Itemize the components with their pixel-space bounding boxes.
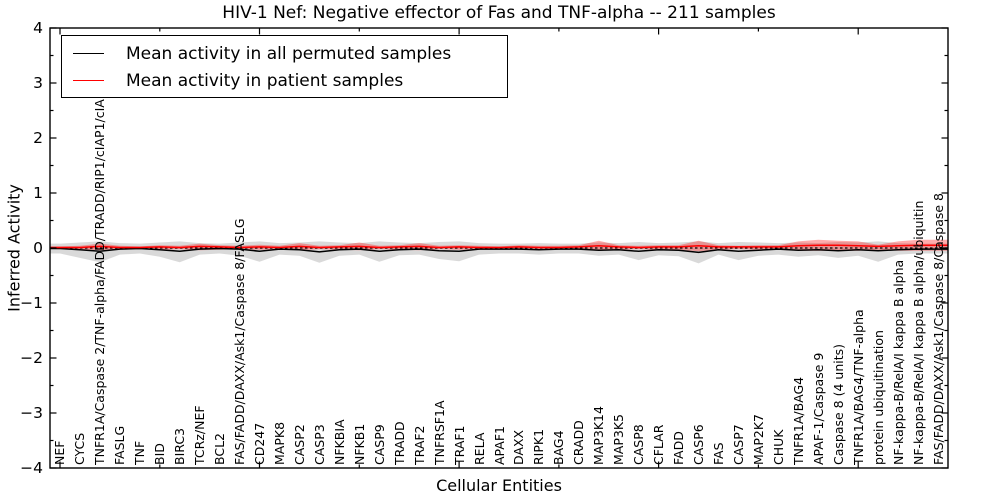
black-line-swatch-icon [73, 53, 104, 54]
x-tick-label: NFKBIA [331, 419, 347, 465]
x-tick-label: Caspase 8 (4 units) [830, 343, 846, 465]
x-tick-label: CASP7 [730, 424, 746, 465]
x-tick-label: NF-kappa-B/RelA/I kappa B alpha [890, 259, 906, 465]
x-tick-label: BAG4 [551, 430, 567, 465]
y-tick-label: 4 [33, 18, 43, 37]
x-tick-label: APAF-1/Caspase 9 [810, 352, 826, 465]
x-tick-label: FADD [671, 431, 687, 465]
x-tick-label: NEF [52, 440, 68, 465]
x-tick-label: TRAF2 [411, 425, 427, 465]
x-tick-label: CHUK [770, 429, 786, 465]
x-tick-label: CASP3 [311, 424, 327, 465]
y-tick-label: 0 [33, 238, 43, 257]
chart-title: HIV-1 Nef: Negative effector of Fas and … [222, 3, 776, 23]
red-line-swatch-icon [73, 80, 104, 81]
x-axis-label: Cellular Entities [436, 476, 562, 495]
x-tick-label: APAF1 [491, 426, 507, 465]
y-tick-label: 3 [33, 73, 43, 92]
x-tick-label: TRAF1 [451, 425, 467, 465]
x-tick-label: CASP6 [691, 424, 707, 465]
legend-label-patient: Mean activity in patient samples [126, 70, 404, 91]
x-tick-label: CASP2 [291, 424, 307, 465]
y-tick-label: 1 [33, 183, 43, 202]
x-tick-label: protein ubiquitination [870, 330, 886, 465]
x-tick-label: FASLG [112, 425, 128, 465]
x-tick-label: TRADD [391, 421, 407, 465]
x-tick-label: TNFR1A/BAG4/TNF-alpha [850, 309, 866, 465]
x-tick-label: BIRC3 [172, 427, 188, 465]
legend: Mean activity in all permuted samples Me… [61, 35, 508, 98]
x-tick-label: CRADD [571, 420, 587, 465]
x-tick-label: TNF [132, 440, 148, 465]
x-tick-label: CD247 [252, 422, 268, 465]
x-tick-label: MAP2K7 [750, 414, 766, 465]
x-tick-label: FAS [711, 442, 726, 465]
x-tick-label: FAS/FADD/DAXX/Ask1/Caspase 8/Caspase 8 [930, 192, 946, 465]
x-tick-label: DAXX [511, 429, 527, 465]
legend-label-permuted: Mean activity in all permuted samples [126, 43, 452, 64]
y-tick-label: −4 [20, 458, 43, 477]
x-tick-label: RIPK1 [531, 428, 547, 465]
legend-item-permuted: Mean activity in all permuted samples [62, 40, 507, 67]
y-tick-label: 2 [33, 128, 43, 147]
x-tick-label: FAS/FADD/DAXX/Ask1/Caspase 8/FASLG [232, 218, 248, 465]
x-tick-label: MAP3K5 [611, 414, 627, 465]
x-tick-label: TNFR1A/Caspase 2/TNF-alpha/FADD/TRADD/RI… [92, 39, 108, 465]
x-tick-label: NF-kappa-B/RelA/I kappa B alpha/ubiquiti… [910, 200, 926, 465]
x-tick-label: CASP8 [631, 424, 647, 465]
x-tick-label: RELA [471, 432, 487, 465]
x-tick-label: BID [152, 443, 168, 465]
x-tick-label: CASP9 [371, 424, 387, 465]
x-tick-label: TNFR1A/BAG4 [790, 376, 806, 465]
x-tick-label: MAP3K14 [591, 406, 607, 465]
x-tick-label: CFLAR [651, 424, 667, 465]
y-tick-label: −2 [20, 348, 43, 367]
x-tick-label: TNFRSF1A [431, 400, 447, 466]
legend-item-patient: Mean activity in patient samples [62, 67, 507, 94]
x-tick-label: MAPK8 [271, 421, 287, 465]
x-tick-label: NFKB1 [351, 423, 367, 465]
y-tick-label: −1 [20, 293, 43, 312]
y-tick-label: −3 [20, 403, 43, 422]
x-tick-label: CYCS [72, 432, 88, 465]
x-tick-label: TCRz/NEF [192, 405, 208, 465]
x-tick-label: BCL2 [212, 432, 228, 465]
